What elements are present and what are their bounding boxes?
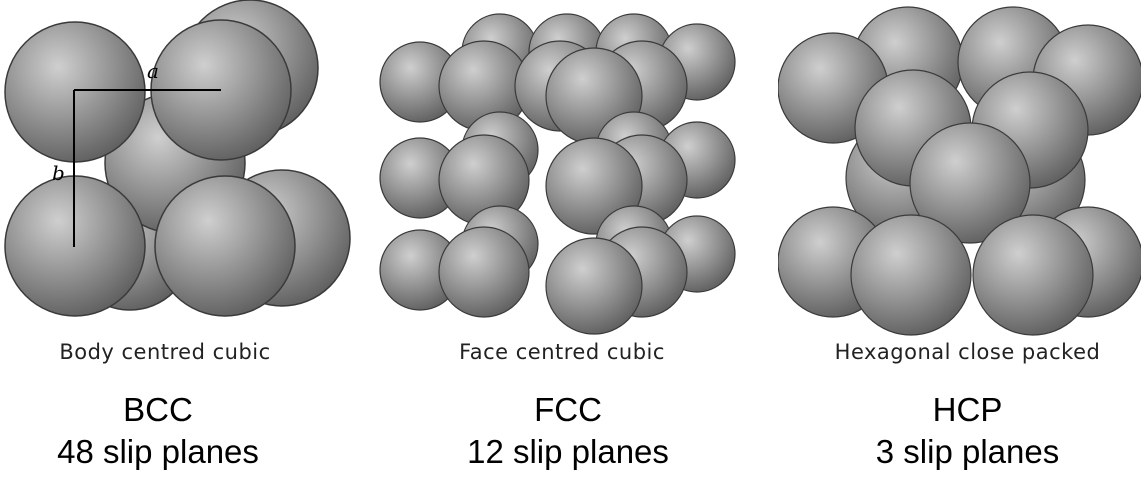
- bcc-abbreviation: BCC: [123, 391, 193, 428]
- fcc-caption: Face centred cubic: [459, 340, 665, 364]
- atom-sphere: [972, 214, 1094, 336]
- hcp-panel: Hexagonal close packed HCP 3 slip planes: [778, 0, 1141, 483]
- bcc-slip-planes: 48 slip planes: [57, 433, 259, 470]
- axis-b-label: b: [52, 161, 65, 185]
- fcc-slip-planes: 12 slip planes: [467, 433, 669, 470]
- bcc-caption: Body centred cubic: [59, 340, 271, 364]
- atom-sphere: [909, 122, 1031, 244]
- bcc-panel: a b Body centred cubic BCC 48 slip plane…: [0, 0, 370, 483]
- axis-a-label: a: [147, 59, 159, 83]
- bcc-lattice-illustration: a b: [4, 0, 351, 317]
- hcp-slip-planes: 3 slip planes: [875, 433, 1060, 470]
- hcp-lattice-illustration: [778, 6, 1141, 336]
- fcc-layer: [379, 205, 736, 335]
- atom-sphere: [154, 175, 296, 317]
- atom-sphere: [850, 214, 972, 336]
- fcc-layer: [379, 13, 736, 145]
- fcc-abbreviation: FCC: [534, 391, 602, 428]
- fcc-panel: Face centred cubic FCC 12 slip planes: [372, 0, 752, 483]
- fcc-lattice-illustration: [379, 13, 736, 335]
- hcp-abbreviation: HCP: [932, 391, 1003, 428]
- hcp-caption: Hexagonal close packed: [834, 340, 1101, 364]
- fcc-layer: [379, 111, 736, 235]
